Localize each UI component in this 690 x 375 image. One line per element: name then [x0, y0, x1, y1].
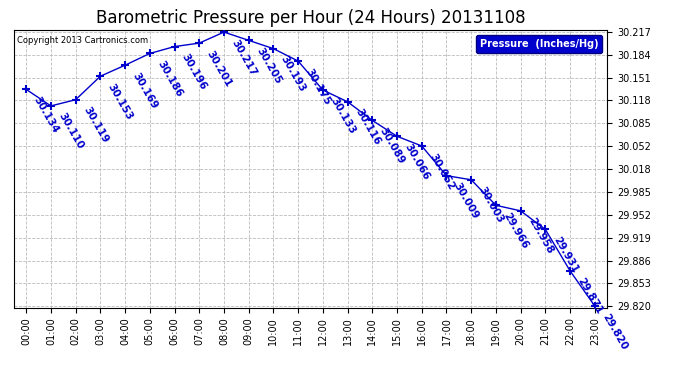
Text: 29.931: 29.931: [551, 235, 580, 275]
Text: 30.119: 30.119: [81, 105, 110, 145]
Legend: Pressure  (Inches/Hg): Pressure (Inches/Hg): [476, 35, 602, 52]
Text: 30.169: 30.169: [130, 71, 159, 111]
Text: 29.966: 29.966: [502, 211, 530, 251]
Text: 30.205: 30.205: [254, 46, 283, 86]
Text: 30.217: 30.217: [230, 38, 258, 78]
Text: 30.201: 30.201: [205, 49, 234, 88]
Text: 30.052: 30.052: [427, 152, 456, 191]
Text: 30.009: 30.009: [452, 181, 481, 221]
Text: 29.958: 29.958: [526, 216, 555, 256]
Text: 30.003: 30.003: [477, 185, 506, 225]
Text: Copyright 2013 Cartronics.com: Copyright 2013 Cartronics.com: [17, 36, 148, 45]
Text: 30.186: 30.186: [155, 59, 184, 99]
Text: 30.110: 30.110: [57, 111, 86, 152]
Text: 30.193: 30.193: [279, 54, 308, 94]
Text: 30.066: 30.066: [402, 142, 431, 182]
Text: 30.116: 30.116: [353, 107, 382, 147]
Title: Barometric Pressure per Hour (24 Hours) 20131108: Barometric Pressure per Hour (24 Hours) …: [96, 9, 525, 27]
Text: 30.175: 30.175: [304, 67, 333, 106]
Text: 30.196: 30.196: [180, 52, 209, 92]
Text: 30.153: 30.153: [106, 82, 135, 122]
Text: 29.871: 29.871: [575, 276, 604, 316]
Text: 30.133: 30.133: [328, 96, 357, 135]
Text: 30.089: 30.089: [378, 126, 406, 166]
Text: 30.134: 30.134: [32, 95, 61, 135]
Text: 29.820: 29.820: [600, 312, 629, 351]
